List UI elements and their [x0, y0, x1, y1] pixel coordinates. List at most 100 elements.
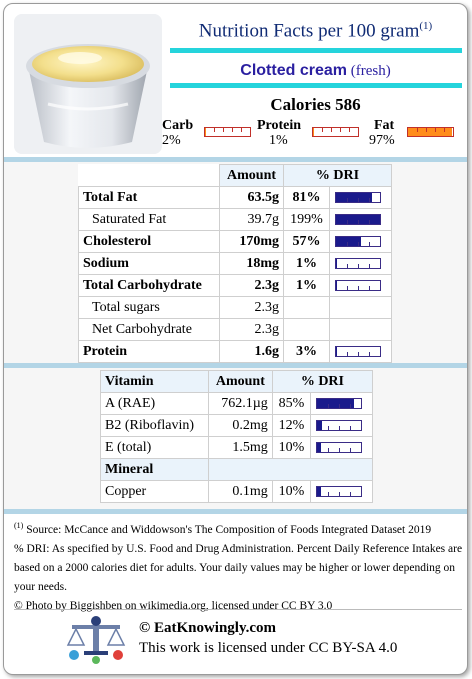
row-amount: 2.3g [219, 296, 285, 319]
mineral-header-row: Mineral [100, 458, 374, 481]
dri-bar-tick [347, 242, 348, 246]
row-dri-bar-cell [329, 296, 392, 319]
row-label: Total Fat [77, 186, 221, 209]
macro-bar-tick [223, 128, 224, 132]
row-dri-percent: 199% [283, 208, 330, 231]
table-row: E (total) 1.5mg 10% [100, 436, 373, 459]
row-amount: 762.1µg [207, 392, 273, 415]
row-amount: 1.5mg [207, 436, 273, 459]
dri-bar-fill [336, 193, 372, 202]
row-label: Net Carbohydrate [77, 318, 221, 341]
row-label: Total Carbohydrate [77, 274, 221, 297]
row-amount: 1.6g [219, 340, 285, 363]
macro-bar-fill [205, 128, 206, 136]
row-amount: 0.1mg [207, 480, 273, 503]
eatknowingly-logo-icon [64, 615, 128, 665]
row-label: Saturated Fat [77, 208, 221, 231]
dri-bar-tick [328, 426, 329, 430]
dri-note: % DRI: As specified by U.S. Food and Dru… [14, 542, 463, 593]
dri-bar-fill [336, 347, 338, 356]
row-dri-percent [283, 296, 330, 319]
col-amount: Amount [219, 164, 285, 187]
row-dri-bar-cell [310, 392, 373, 415]
dri-bar [335, 236, 381, 247]
col-vit-amount: Amount [207, 370, 273, 393]
dri-bar-tick [358, 286, 359, 290]
dri-bar [335, 280, 381, 291]
macro-carb-bar [204, 127, 251, 137]
section-band [4, 157, 467, 162]
dri-bar [335, 346, 381, 357]
row-dri-bar-cell [329, 252, 392, 275]
row-dri-percent: 57% [283, 230, 330, 253]
macro-bar-tick [349, 128, 350, 132]
macro-bar-tick [322, 128, 323, 132]
row-dri-percent: 1% [283, 274, 330, 297]
row-label: B2 (Riboflavin) [100, 414, 209, 437]
dri-bar-fill [317, 443, 322, 452]
dri-bar-tick [358, 220, 359, 224]
dri-bar-tick [350, 426, 351, 430]
dri-bar-tick [339, 492, 340, 496]
macro-bar-tick [331, 128, 332, 132]
dri-bar-tick [350, 492, 351, 496]
row-dri-bar-cell [329, 318, 392, 341]
table-row: Sodium 18mg 1% [77, 252, 392, 275]
dri-bar-tick [339, 404, 340, 408]
row-dri-percent: 10% [271, 436, 312, 459]
row-dri-bar-cell [329, 230, 392, 253]
dri-bar-tick [350, 448, 351, 452]
dri-bar-tick [328, 404, 329, 408]
row-amount: 63.5g [219, 186, 285, 209]
row-dri-percent: 85% [271, 392, 312, 415]
dri-bar-fill [336, 215, 380, 224]
dri-bar-tick [328, 448, 329, 452]
section-band-3 [4, 509, 467, 514]
table-row: Total Carbohydrate 2.3g 1% [77, 274, 392, 297]
dri-bar [335, 258, 381, 269]
row-dri-bar-cell [310, 480, 373, 503]
food-name: Clotted cream (fresh) [240, 62, 391, 79]
dri-bar-tick [347, 198, 348, 202]
macro-bar-tick [241, 128, 242, 132]
dri-bar-tick [339, 426, 340, 430]
dri-bar [316, 398, 362, 409]
row-amount: 39.7g [219, 208, 285, 231]
col-vitamin: Vitamin [100, 370, 209, 393]
row-amount: 0.2mg [207, 414, 273, 437]
row-dri-bar-cell [310, 436, 373, 459]
dri-bar-tick [369, 264, 370, 268]
clotted-cream-pot-image [14, 14, 162, 154]
macro-bar-tick [417, 128, 418, 132]
dri-bar-tick [369, 198, 370, 202]
col-dri: % DRI [283, 164, 392, 187]
macro-protein: Protein 1% [257, 118, 302, 148]
dri-bar-tick [369, 242, 370, 246]
table-row: Saturated Fat 39.7g 199% [77, 208, 392, 231]
row-dri-bar-cell [329, 186, 392, 209]
row-label: Sodium [77, 252, 221, 275]
site-name: © EatKnowingly.com [139, 620, 277, 636]
dri-bar-tick [358, 198, 359, 202]
table-row: Copper 0.1mg 10% [100, 480, 373, 503]
row-dri-percent: 81% [283, 186, 330, 209]
row-dri-percent [283, 318, 330, 341]
macro-bar-tick [444, 128, 445, 132]
row-amount: 2.3g [219, 274, 285, 297]
row-label: Copper [100, 480, 209, 503]
macro-protein-bar [312, 127, 359, 137]
dri-bar-tick [358, 352, 359, 356]
macro-bar-tick [214, 128, 215, 132]
dri-bar-tick [347, 220, 348, 224]
footer-divider [14, 609, 462, 610]
table-row: Net Carbohydrate 2.3g [77, 318, 392, 341]
photo-credit: © Photo by Biggishben on wikimedia.org, … [14, 599, 333, 612]
dri-bar-fill [317, 399, 355, 408]
row-dri-percent: 3% [283, 340, 330, 363]
row-amount: 2.3g [219, 318, 285, 341]
dri-bar-tick [358, 242, 359, 246]
dri-bar-tick [339, 448, 340, 452]
row-dri-bar-cell [329, 208, 392, 231]
row-dri-percent: 12% [271, 414, 312, 437]
section-band-2 [4, 363, 467, 368]
